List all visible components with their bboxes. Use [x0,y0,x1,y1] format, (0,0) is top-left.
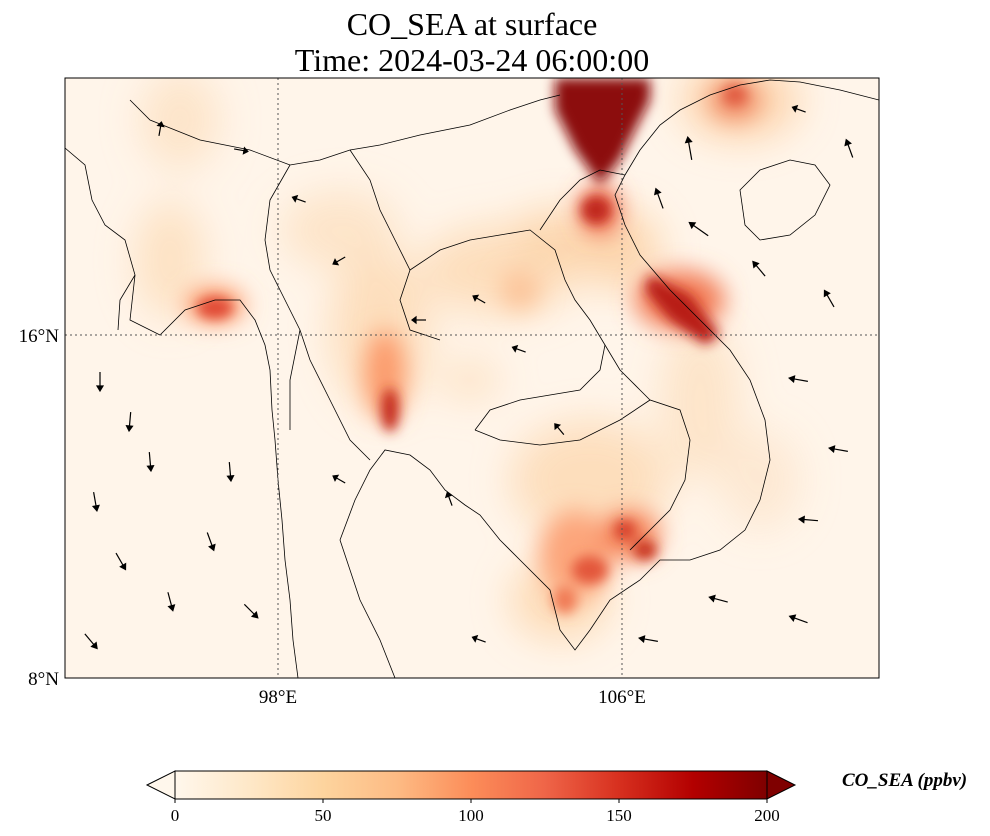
colorbar-extend-max [766,770,797,800]
wind-arrow [167,592,176,612]
wind-arrow [688,221,709,237]
colorbar-gradient [174,770,768,800]
wind-vectors [84,104,854,650]
wind-arrow [653,187,664,209]
wind-arrow [797,515,819,524]
wind-arrow [206,532,216,552]
wind-arrow [471,634,486,643]
map-frame [64,77,880,679]
map-title: CO_SEA at surface [346,6,598,42]
colorbar-tick-200: 200 [754,806,780,825]
wind-arrow [788,375,808,384]
colorbar: 0 50 100 150 200 [145,770,797,825]
wind-arrow [752,260,766,277]
wind-arrow [638,635,658,644]
colorbar-extend-min [145,770,176,800]
wind-arrow [788,614,808,624]
concentration-field [65,78,879,678]
wind-arrow [823,289,835,308]
lon-tick-106E: 106°E [598,687,646,708]
wind-arrow [828,445,848,454]
wind-arrow [472,294,486,304]
wind-arrow [511,344,526,353]
lon-tick-98E: 98°E [259,687,297,708]
coastlines-and-borders [65,79,879,678]
wind-arrow [411,315,426,325]
wind-arrow [243,603,259,619]
wind-arrow [291,194,306,203]
wind-arrow [115,552,127,571]
wind-arrow [95,372,105,393]
wind-arrow [844,138,854,158]
colorbar-tick-50: 50 [315,806,332,825]
wind-arrow [791,104,806,113]
wind-arrow [233,146,249,155]
wind-arrow [444,491,453,506]
wind-arrow [156,121,165,137]
wind-arrow [84,633,98,650]
wind-arrow [708,594,728,603]
colorbar-label: CO_SEA (ppbv) [842,770,968,791]
wind-arrow [332,474,346,484]
wind-arrow [125,411,134,433]
colorbar-tick-150: 150 [606,806,632,825]
colorbar-tick-0: 0 [171,806,180,825]
wind-arrow [226,461,235,483]
colorbar-tick-100: 100 [458,806,484,825]
wind-arrow [332,256,346,266]
gridlines [65,78,879,678]
wind-arrow [554,423,565,435]
wind-arrow [146,451,155,473]
lat-tick-16N: 16°N [19,326,60,347]
wind-arrow [91,492,100,512]
map-subtitle-time: Time: 2024-03-24 06:00:00 [294,42,650,78]
wind-arrow [684,136,693,160]
lat-tick-8N: 8°N [28,669,59,690]
